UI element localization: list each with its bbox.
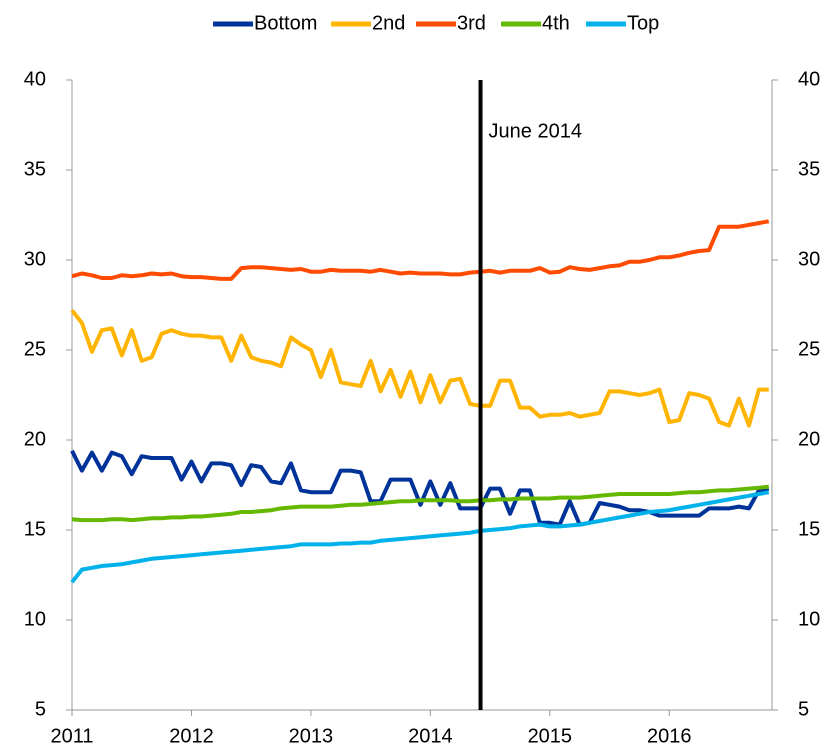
series-line bbox=[70, 309, 769, 428]
y-tick-label: 5 bbox=[35, 698, 46, 720]
y-tick-label: 30 bbox=[24, 248, 46, 270]
y2-tick-label: 20 bbox=[798, 428, 820, 450]
y2-tick-label: 10 bbox=[798, 608, 820, 630]
y-tick-label: 10 bbox=[24, 608, 46, 630]
x-tick-label: 2011 bbox=[50, 725, 93, 747]
x-tick-label: 2015 bbox=[528, 725, 573, 747]
y2-tick-label: 35 bbox=[798, 158, 820, 180]
y-tick-label: 25 bbox=[24, 338, 46, 360]
x-tick-label: 2014 bbox=[408, 725, 453, 747]
y2-tick-label: 15 bbox=[798, 518, 820, 540]
legend-label: 2nd bbox=[372, 12, 405, 34]
series-line bbox=[70, 490, 770, 584]
y2-tick-label: 25 bbox=[798, 338, 820, 360]
y-tick-label: 35 bbox=[24, 158, 46, 180]
x-tick-label: 2013 bbox=[289, 725, 334, 747]
y-tick-label: 15 bbox=[24, 518, 46, 540]
x-tick-label: 2012 bbox=[169, 725, 214, 747]
y2-tick-label: 5 bbox=[798, 698, 809, 720]
series-line bbox=[71, 484, 769, 523]
x-tick-label: 2016 bbox=[647, 725, 692, 747]
series-line bbox=[71, 219, 770, 281]
legend-label: 3rd bbox=[457, 12, 486, 34]
legend-label: 4th bbox=[542, 12, 570, 34]
legend-label: Top bbox=[627, 12, 659, 34]
legend-label: Bottom bbox=[254, 12, 317, 34]
series-line bbox=[70, 449, 770, 527]
annotation-text: June 2014 bbox=[489, 120, 582, 142]
y-tick-label: 20 bbox=[24, 428, 46, 450]
y2-tick-label: 40 bbox=[798, 68, 820, 90]
y-tick-label: 40 bbox=[24, 68, 46, 90]
y2-tick-label: 30 bbox=[798, 248, 820, 270]
